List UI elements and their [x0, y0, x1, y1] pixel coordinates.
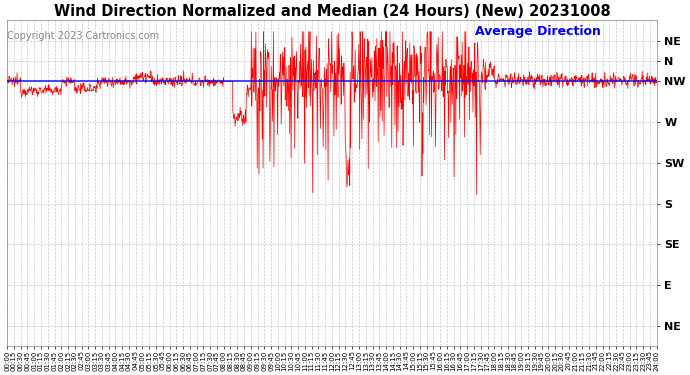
- Text: Copyright 2023 Cartronics.com: Copyright 2023 Cartronics.com: [7, 32, 159, 41]
- Title: Wind Direction Normalized and Median (24 Hours) (New) 20231008: Wind Direction Normalized and Median (24…: [54, 4, 611, 19]
- Text: Average Direction: Average Direction: [475, 25, 601, 38]
